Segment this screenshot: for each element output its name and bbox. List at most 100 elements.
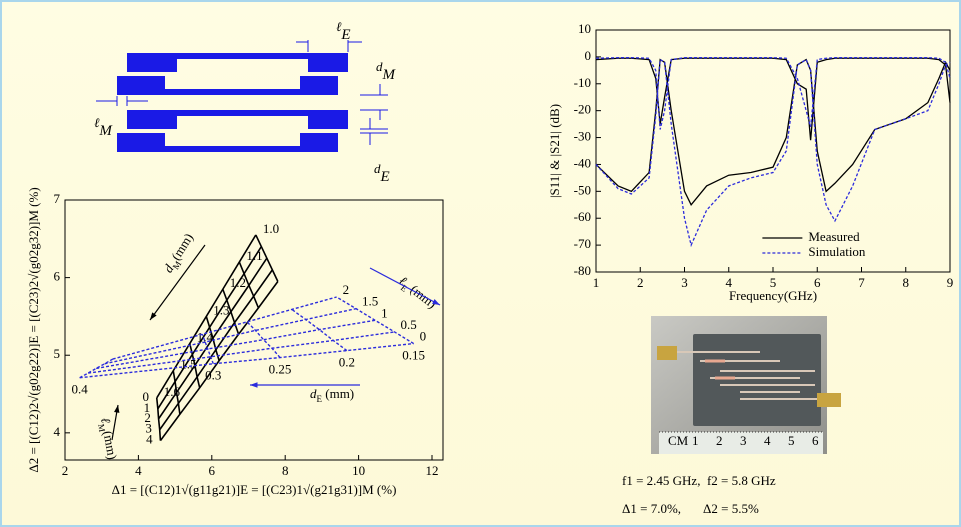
dimension-label: dM: [376, 59, 397, 83]
x-tick-label: 6: [209, 463, 216, 478]
mesh-column-label: 0: [142, 389, 149, 404]
mesh-axis-title-part: (mm): [100, 430, 120, 461]
x-tick-label: 3: [681, 275, 688, 290]
y-tick-label: -30: [574, 129, 591, 144]
photo: [651, 316, 841, 454]
arrow-head: [250, 382, 258, 388]
mesh-column-label: 0.3: [205, 368, 221, 383]
label-sub: E: [380, 169, 390, 185]
y-tick-label: 10: [578, 21, 591, 36]
x-axis-label: Δ1 = [(C12)1√(g11g21)]E = [(C23)1√(g21g3…: [112, 482, 397, 497]
coupled-lines: [117, 53, 348, 152]
caption-line: f1 = 2.45 GHz, f2 = 5.8 GHz: [622, 473, 776, 488]
dimension-label: ℓE: [336, 19, 351, 43]
mesh-axis-arrow: [149, 244, 206, 321]
mesh-axis-title-part: M: [96, 423, 107, 433]
mesh-axis-title-part: d: [310, 386, 317, 401]
label-main: ℓ: [336, 19, 342, 34]
mesh-column: [157, 246, 263, 410]
mesh-column: [159, 281, 279, 442]
mesh-row: [112, 296, 337, 360]
y-tick-label: -60: [574, 209, 591, 224]
mesh-column-label: 0.4: [72, 382, 89, 397]
label-sub: M: [98, 123, 113, 139]
y-tick-label: 0: [585, 48, 592, 63]
y-tick-label: -70: [574, 236, 591, 251]
x-axis-label: Frequency(GHz): [729, 288, 817, 303]
label-main: ℓ: [94, 115, 100, 130]
ruler-label: 3: [740, 433, 747, 448]
ruler-label: 6: [812, 433, 819, 448]
x-tick-label: 2: [637, 275, 644, 290]
ruler-label: 1: [692, 433, 699, 448]
mesh-row-label: 1.1: [246, 248, 262, 263]
y-tick-label: 7: [54, 191, 61, 206]
label-main: d: [376, 59, 383, 74]
label-sub: E: [340, 27, 350, 43]
mesh-column-label: 0.2: [339, 355, 355, 370]
mesh-column: [79, 358, 114, 379]
y-tick-label: -40: [574, 155, 591, 170]
mesh-row-label: 1.0: [263, 221, 279, 236]
label-main: d: [374, 161, 381, 176]
mesh-column: [156, 234, 257, 399]
dimension-label: dE: [374, 161, 390, 185]
arrow-head: [432, 299, 440, 305]
y-tick-label: 4: [54, 424, 61, 439]
plot-frame: [64, 199, 444, 461]
dimension-label: ℓM: [94, 115, 113, 139]
ruler-label: CM: [668, 433, 689, 448]
mesh-column-label: 2: [144, 410, 151, 425]
mesh-column-label: 0.15: [402, 348, 425, 363]
y-tick-label: -50: [574, 182, 591, 197]
caption-line: Δ1 = 7.0%, Δ2 = 5.5%: [622, 501, 759, 516]
mesh-row: [96, 319, 376, 370]
mesh-column-label: 1: [144, 400, 151, 415]
y-axis-label: Δ2 = [(C12)2√(g02g22)]E = [(C23)2√(g02g3…: [26, 187, 41, 472]
mesh-column: [336, 296, 415, 345]
mesh-column-label: 0.25: [269, 362, 292, 377]
mesh-axis-title-part: E: [317, 394, 323, 404]
mesh-row-label: 1.5: [362, 294, 378, 309]
mesh-axis-title: ℓM(mm): [95, 416, 120, 461]
mesh-axis-arrow: [369, 267, 441, 306]
mesh-column-label: 4: [146, 432, 153, 447]
ruler-label: 5: [788, 433, 795, 448]
x-tick-label: 12: [425, 463, 438, 478]
y-axis-label: |S11| & |S21| (dB): [547, 104, 562, 198]
x-tick-label: 5: [770, 275, 777, 290]
mesh-column: [246, 321, 281, 359]
arrow-head: [114, 405, 120, 413]
x-tick-label: 2: [62, 463, 69, 478]
legend-label: Measured: [808, 229, 860, 244]
y-tick-label: -80: [574, 263, 591, 278]
mesh-axis-title-part: (mm): [322, 386, 354, 401]
x-tick-label: 4: [726, 275, 733, 290]
mesh-axis-title: dE (mm): [310, 386, 354, 404]
y-tick-label: -10: [574, 75, 591, 90]
mesh-row-label: 1: [381, 305, 388, 320]
x-tick-label: 1: [593, 275, 600, 290]
mesh-axis-title-part: ℓ: [98, 416, 114, 425]
y-tick-label: 6: [54, 269, 61, 284]
x-tick-label: 7: [858, 275, 865, 290]
arrow-head: [150, 312, 157, 320]
x-tick-label: 9: [947, 275, 954, 290]
series-line: [595, 57, 951, 130]
label-sub: M: [382, 67, 397, 83]
y-tick-label: -20: [574, 102, 591, 117]
x-tick-label: 6: [814, 275, 821, 290]
x-tick-label: 8: [903, 275, 910, 290]
mesh-column-label: 3: [145, 421, 152, 436]
x-tick-label: 10: [352, 463, 365, 478]
mesh-row-label: 0: [420, 329, 427, 344]
mesh-row-label: 0.5: [401, 317, 417, 332]
ruler-label: 4: [764, 433, 771, 448]
mesh-row-label: 1.6: [164, 384, 181, 399]
ruler-label: 2: [716, 433, 723, 448]
mesh-column: [159, 269, 274, 431]
mesh-row-label: 2: [343, 282, 350, 297]
x-tick-label: 8: [282, 463, 289, 478]
mesh-axis-title-part: E: [399, 283, 410, 295]
